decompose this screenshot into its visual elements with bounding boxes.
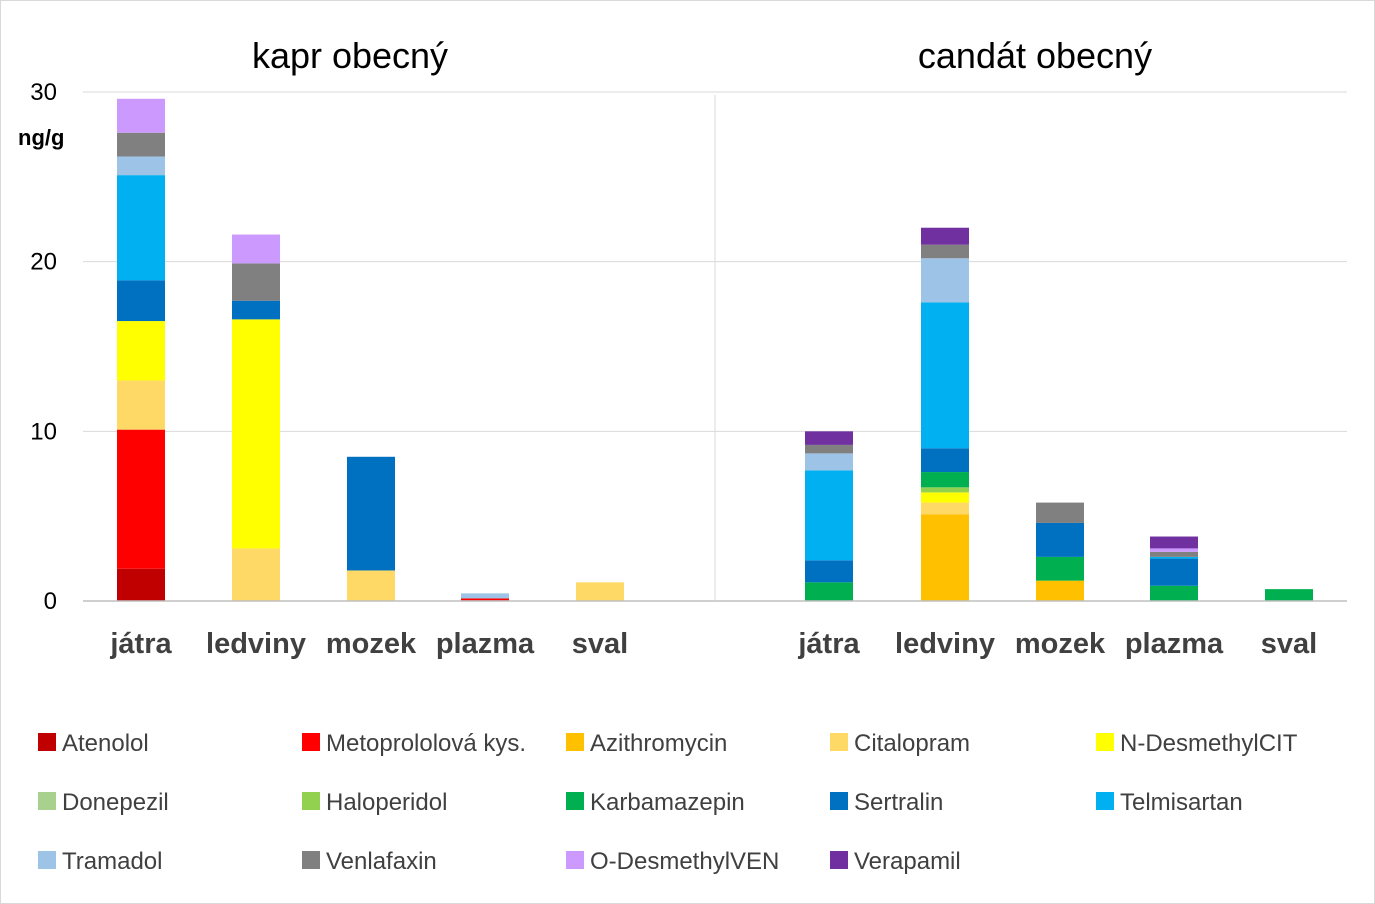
legend: Atenolol Metoprololová kys. Azithromycin Ci…: [38, 730, 1298, 875]
legend-label: O-DesmethylVEN: [590, 848, 779, 875]
bar-segment: [117, 568, 165, 601]
bar-segment: [117, 156, 165, 176]
legend-swatch: [302, 792, 320, 810]
bar-segment: [1150, 556, 1198, 559]
bar-segment: [1150, 548, 1198, 552]
x-category-label: játra: [109, 628, 172, 660]
legend-swatch: [302, 851, 320, 869]
legend-label: Azithromycin: [590, 730, 727, 757]
bar-segment: [117, 321, 165, 381]
legend-swatch: [830, 733, 848, 751]
bar-segment: [921, 448, 969, 473]
y-tick-label: 30: [30, 79, 57, 106]
legend-label: Donepezil: [62, 789, 169, 816]
bar-segment: [232, 263, 280, 301]
bar-segment: [117, 280, 165, 322]
bar-segment: [921, 487, 969, 493]
bar-segment: [921, 302, 969, 449]
bar-segment: [232, 319, 280, 549]
legend-label: Metoprololová kys.: [326, 730, 526, 757]
x-category-label: játra: [797, 628, 860, 660]
panel-title: candát obecný: [918, 35, 1152, 76]
x-category-label: sval: [1261, 628, 1317, 660]
x-category-label: mozek: [1015, 628, 1106, 660]
bar-segment: [921, 502, 969, 515]
bar-segment: [805, 431, 853, 445]
bar-segment: [1150, 536, 1198, 549]
bar-segment: [921, 227, 969, 245]
legend-label: Tramadol: [62, 848, 162, 875]
legend-swatch: [38, 733, 56, 751]
legend-swatch: [1096, 733, 1114, 751]
bar-segment: [347, 570, 395, 601]
x-category-label: sval: [572, 628, 628, 660]
legend-swatch: [38, 792, 56, 810]
bar-segment: [117, 132, 165, 157]
legend-swatch: [830, 851, 848, 869]
bar-segment: [1036, 502, 1084, 523]
bar-segment: [461, 598, 509, 601]
bar-segment: [347, 456, 395, 571]
bar-segment: [117, 98, 165, 133]
x-category-label: ledviny: [895, 628, 995, 660]
legend-label: N-DesmethylCIT: [1120, 730, 1298, 757]
bar-segment: [805, 470, 853, 561]
bar-segment: [1036, 556, 1084, 581]
y-axis-unit: ng/g: [18, 125, 64, 150]
legend-label: Atenolol: [62, 730, 149, 757]
bar-segment: [1265, 589, 1313, 601]
bar-segment: [921, 514, 969, 601]
legend-label: Telmisartan: [1120, 789, 1243, 816]
x-category-label: mozek: [326, 628, 417, 660]
bars: [117, 98, 1313, 601]
y-tick-label: 10: [30, 418, 57, 445]
bar-segment: [805, 453, 853, 471]
bar-segment: [1150, 551, 1198, 557]
bar-segment: [117, 380, 165, 430]
bar-segment: [1150, 558, 1198, 586]
legend-swatch: [830, 792, 848, 810]
bar-segment: [461, 593, 509, 599]
legend-label: Karbamazepin: [590, 789, 745, 816]
panel-title: kapr obecný: [252, 35, 448, 76]
legend-label: Sertralin: [854, 789, 943, 816]
x-category-label: plazma: [436, 628, 535, 660]
legend-label: Venlafaxin: [326, 848, 437, 875]
legend-swatch: [566, 792, 584, 810]
legend-swatch: [1096, 792, 1114, 810]
bar-segment: [576, 582, 624, 601]
y-tick-label: 0: [44, 588, 57, 615]
bar-segment: [232, 548, 280, 601]
bar-segment: [805, 560, 853, 583]
bar-segment: [921, 492, 969, 503]
legend-label: Haloperidol: [326, 789, 447, 816]
bar-segment: [232, 234, 280, 264]
bar-segment: [921, 258, 969, 303]
bar-segment: [921, 244, 969, 259]
legend-swatch: [566, 733, 584, 751]
bar-segment: [1036, 580, 1084, 601]
x-category-label: ledviny: [206, 628, 306, 660]
legend-swatch: [566, 851, 584, 869]
bar-segment: [232, 300, 280, 320]
legend-swatch: [302, 733, 320, 751]
x-category-label: plazma: [1125, 628, 1224, 660]
bar-segment: [117, 175, 165, 281]
bar-segment: [921, 472, 969, 488]
bar-segment: [1036, 522, 1084, 557]
legend-swatch: [38, 851, 56, 869]
bar-segment: [805, 444, 853, 454]
bar-segment: [117, 429, 165, 569]
y-tick-label: 20: [30, 249, 57, 276]
axes: [83, 95, 1347, 602]
legend-label: Citalopram: [854, 730, 970, 757]
bar-segment: [1150, 585, 1198, 601]
bar-segment: [805, 582, 853, 601]
legend-label: Verapamil: [854, 848, 961, 875]
